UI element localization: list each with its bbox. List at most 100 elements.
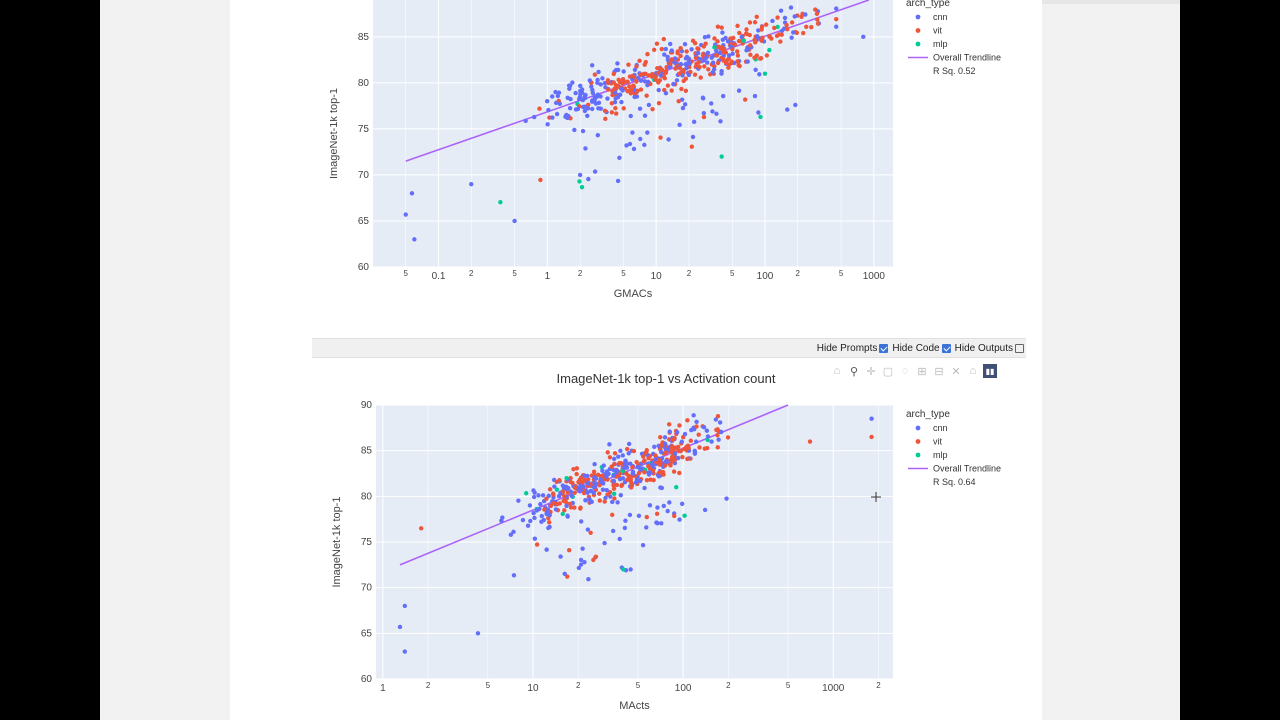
scatter-point: [574, 471, 579, 477]
scatter-point: [646, 472, 652, 477]
scatter-point: [680, 454, 685, 460]
scatter-point: [611, 80, 616, 85]
scatter-point: [677, 423, 682, 428]
scatter-point: [598, 477, 603, 482]
scatter-point: [511, 529, 516, 535]
scatter-point: [662, 441, 668, 446]
scatter-point: [595, 77, 600, 83]
scatter-point: [694, 424, 699, 429]
scatter-point: [597, 491, 602, 496]
scatter-point: [638, 78, 644, 83]
scatter-point: [635, 88, 640, 94]
toggle-hide-outputs[interactable]: Hide Outputs: [955, 343, 1024, 354]
legend-item: cnn: [933, 423, 948, 433]
x-tick-label: 1000: [822, 683, 845, 694]
toggle-label: Hide Outputs: [954, 342, 1013, 354]
scatter-point: [627, 141, 633, 147]
scatter-point: [683, 61, 688, 67]
scatter-point: [775, 15, 780, 20]
scatter-point: [583, 92, 588, 98]
scatter-point: [624, 143, 629, 148]
scatter-point: [615, 61, 620, 66]
toggle-hide-prompts[interactable]: Hide Prompts: [817, 343, 889, 354]
chart-title: ImageNet-1k top-1 vs Activation count: [557, 371, 776, 386]
scatter-point: [618, 492, 623, 498]
scatter-point: [620, 88, 625, 93]
camera-icon[interactable]: ⌂: [833, 365, 841, 377]
scatter-point: [651, 47, 657, 53]
scatter-point: [653, 453, 658, 458]
scatter-point: [598, 106, 604, 111]
scatter-point: [758, 114, 763, 120]
scatter-point: [397, 624, 403, 630]
scatter-point: [570, 80, 575, 85]
scatter-point: [803, 12, 808, 17]
plotly-logo-icon[interactable]: ▮▮: [983, 364, 997, 378]
scatter-point: [525, 523, 531, 528]
scatter-point: [715, 24, 721, 29]
zoom-out-icon[interactable]: ⊟: [934, 365, 944, 378]
reset-axes-icon[interactable]: ⌂: [969, 365, 977, 377]
scatter-point: [538, 177, 543, 183]
scatter-point: [585, 106, 591, 111]
scatter-point: [638, 72, 643, 78]
scatter-point: [575, 106, 581, 112]
hide-outputs-checkbox[interactable]: [1015, 343, 1024, 353]
scatter-point: [612, 461, 617, 467]
scatter-point: [672, 60, 678, 65]
scatter-point: [523, 491, 529, 496]
scatter-point: [402, 649, 408, 654]
scatter-point: [634, 64, 639, 69]
scatter-point: [620, 77, 626, 82]
scatter-point: [568, 489, 574, 494]
x-tick-label: 10: [527, 683, 539, 694]
autoscale-icon[interactable]: ✕: [951, 365, 961, 378]
x-tick-label: 10: [651, 271, 663, 282]
lasso-icon[interactable]: ◌: [901, 365, 909, 377]
scatter-point: [621, 69, 626, 74]
y-tick-label: 85: [358, 32, 370, 43]
scatter-point: [672, 451, 678, 456]
scatter-point: [778, 8, 784, 13]
scatter-point: [662, 435, 668, 440]
scatter-point: [676, 71, 682, 76]
scatter-point: [547, 115, 552, 120]
scatter-point: [539, 513, 544, 519]
hide-code-checkbox[interactable]: [941, 343, 951, 353]
scatter-point: [624, 462, 629, 467]
scatter-point: [701, 425, 707, 430]
x-tick-label: 1: [380, 683, 386, 694]
scatter-point: [667, 429, 672, 434]
zoom-in-icon[interactable]: ⊞: [917, 365, 927, 378]
scatter-point: [611, 467, 616, 473]
scatter-point: [692, 448, 697, 454]
scatter-point: [676, 99, 681, 104]
scatter-point: [603, 116, 608, 122]
scatter-point: [713, 417, 719, 422]
scatter-point: [614, 468, 620, 473]
x-tick-label: 5: [636, 681, 641, 690]
scatter-point: [657, 78, 663, 83]
box-select-icon[interactable]: ▢: [882, 365, 894, 378]
scatter-point: [585, 113, 590, 118]
pan-icon[interactable]: ✛: [866, 365, 876, 378]
scatter-point: [659, 443, 664, 448]
legend-marker: [915, 452, 921, 458]
zoom-icon[interactable]: ⚲: [849, 365, 859, 378]
scatter-point: [628, 485, 634, 490]
scatter-point: [712, 36, 717, 41]
hide-prompts-checkbox[interactable]: [879, 343, 889, 353]
scatter-point: [717, 420, 723, 425]
crosshair-cursor-icon: [871, 492, 881, 502]
scatter-point: [743, 31, 749, 36]
scatter-point: [642, 485, 647, 491]
scatter-point: [621, 106, 626, 111]
scatter-point: [622, 525, 628, 531]
scatter-point: [602, 108, 608, 113]
scatter-point: [626, 451, 631, 456]
toggle-hide-code[interactable]: Hide Code: [892, 343, 951, 354]
scatter-point: [591, 490, 596, 495]
y-axis-title: ImageNet-1k top-1: [331, 496, 343, 587]
scatter-point: [705, 60, 710, 65]
scatter-point: [604, 488, 609, 493]
